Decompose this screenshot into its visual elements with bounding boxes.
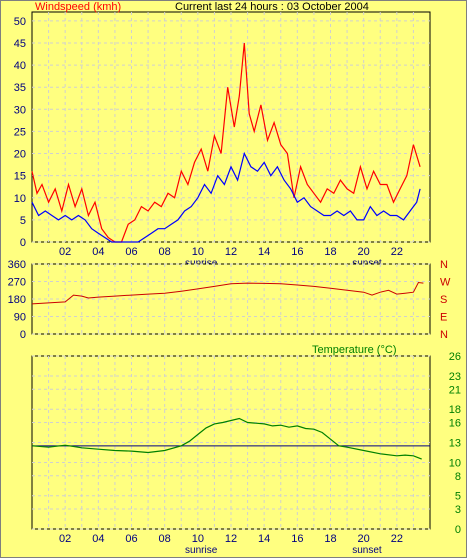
y-tick-label: 0	[20, 237, 26, 249]
y-tick-label: 18	[449, 404, 461, 416]
x-tick-label: 22	[391, 246, 403, 258]
x-tick-label: 16	[291, 533, 303, 545]
x-tick-label: 16	[291, 246, 303, 258]
y-tick-label: 0	[455, 524, 461, 536]
x-tick-label: 20	[358, 246, 370, 258]
temperature-title: Temperature (°C)	[312, 344, 396, 356]
y-tick-label: 16	[449, 418, 461, 430]
y-tick-label: 8	[455, 471, 461, 483]
x-tick-label: 06	[125, 246, 137, 258]
y-tick-label: 360	[8, 259, 26, 271]
y-tick-label: 20	[14, 149, 26, 161]
y-tick-label: 5	[20, 215, 26, 227]
compass-label: N	[440, 259, 448, 271]
x-tick-label: 04	[92, 533, 104, 545]
y-tick-label: 90	[14, 312, 26, 324]
x-tick-label: 12	[225, 246, 237, 258]
x-tick-label: 12	[225, 533, 237, 545]
gust-series	[31, 42, 421, 243]
sun-annotation: sunset	[352, 545, 382, 556]
y-tick-label: 23	[449, 371, 461, 383]
speed-series	[31, 151, 421, 243]
x-tick-label: 20	[358, 533, 370, 545]
y-tick-label: 40	[14, 60, 26, 72]
temperature-series	[31, 417, 422, 460]
x-tick-label: 08	[159, 533, 171, 545]
chart-title: Current last 24 hours : 03 October 2004	[175, 1, 369, 13]
x-tick-label: 08	[159, 246, 171, 258]
y-tick-label: 10	[449, 457, 461, 469]
y-tick-label: 35	[14, 82, 26, 94]
x-tick-label: 04	[92, 246, 104, 258]
y-tick-label: 25	[14, 126, 26, 138]
x-tick-label: 10	[192, 246, 204, 258]
compass-label: N	[440, 329, 448, 341]
y-tick-label: 15	[14, 171, 26, 183]
y-tick-label: 30	[14, 104, 26, 116]
x-tick-label: 22	[391, 533, 403, 545]
x-tick-label: 18	[324, 246, 336, 258]
x-tick-label: 02	[59, 533, 71, 545]
x-tick-label: 06	[125, 533, 137, 545]
y-tick-label: 13	[449, 438, 461, 450]
x-tick-label: 14	[258, 246, 270, 258]
x-tick-label: 14	[258, 533, 270, 545]
x-tick-label: 18	[324, 533, 336, 545]
y-tick-label: 10	[14, 193, 26, 205]
direction-series	[31, 281, 424, 305]
compass-label: W	[440, 277, 451, 289]
y-tick-label: 0	[20, 329, 26, 341]
windspeed-axis-label: Windspeed (kmh)	[35, 1, 121, 13]
y-tick-label: 26	[449, 351, 461, 363]
y-tick-label: 21	[449, 384, 461, 396]
y-tick-label: 5	[455, 491, 461, 503]
compass-label: E	[440, 312, 447, 324]
sun-annotation: sunrise	[185, 545, 218, 556]
y-tick-label: 270	[8, 277, 26, 289]
y-tick-label: 3	[455, 504, 461, 516]
x-tick-label: 02	[59, 246, 71, 258]
x-tick-label: 10	[192, 533, 204, 545]
y-tick-label: 180	[8, 294, 26, 306]
y-tick-label: 45	[14, 38, 26, 50]
y-tick-label: 50	[14, 16, 26, 28]
compass-label: S	[440, 294, 447, 306]
